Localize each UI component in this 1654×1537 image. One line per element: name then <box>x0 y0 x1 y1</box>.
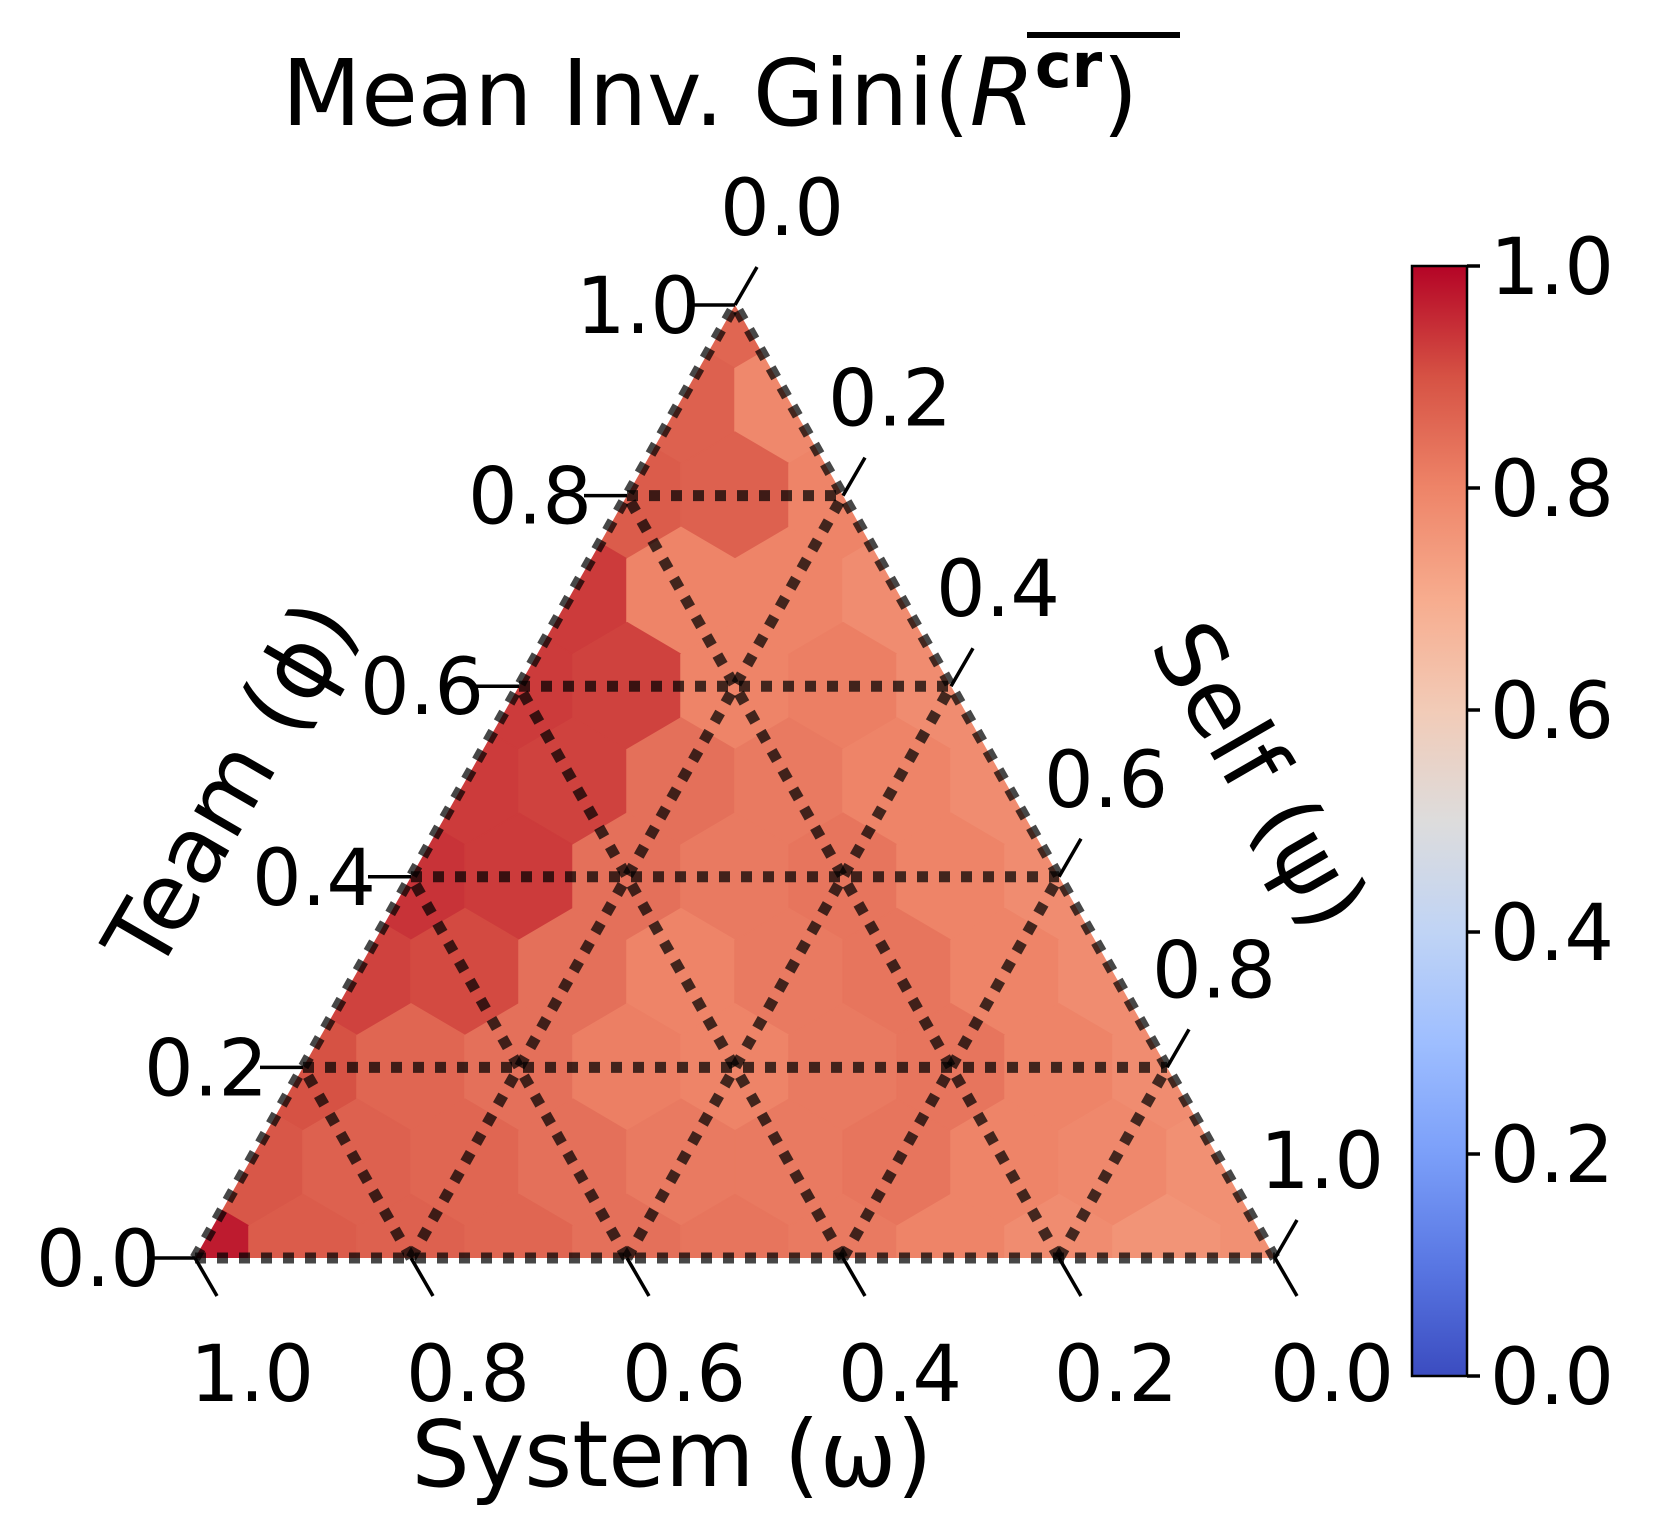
bottom-tick-mark <box>193 1257 219 1297</box>
bottom-tick-label: 0.6 <box>622 1330 746 1420</box>
grid-line <box>838 874 1064 1261</box>
bottom-tick-mark <box>1273 1257 1299 1297</box>
right-tick-mark <box>949 647 975 688</box>
left-tick-label: 0.6 <box>360 643 484 733</box>
grid-line <box>730 302 1280 1261</box>
bottom-tick-mark <box>409 1257 435 1297</box>
right-tick-label: 0.2 <box>828 355 952 445</box>
left-tick-label: 0.8 <box>468 453 592 543</box>
heatmap-cell <box>1220 1193 1275 1258</box>
chart-title: Mean Inv. Gini(Rcr) <box>282 29 1138 148</box>
right-tick-label: 0.6 <box>1044 736 1168 826</box>
title-superscript: cr <box>1035 29 1103 102</box>
right-tick-label: 0.4 <box>936 545 1060 635</box>
title-prefix: Mean Inv. Gini( <box>282 40 970 147</box>
colorbar-tick-label: 0.4 <box>1490 889 1614 979</box>
colorbar-tick-label: 1.0 <box>1490 223 1614 313</box>
right-tick-mark <box>841 456 867 497</box>
bottom-tick-label: 0.2 <box>1054 1330 1178 1420</box>
left-tick-label: 0.0 <box>36 1215 160 1305</box>
title-symbol: R <box>970 39 1035 148</box>
bottom-tick-label: 0.4 <box>838 1330 962 1420</box>
title-suffix: ) <box>1102 40 1138 147</box>
grid-line <box>406 492 848 1261</box>
right-tick-label: 0.0 <box>720 164 844 254</box>
right-tick-mark <box>733 266 759 306</box>
axis-ticks: 0.0 0.2 0.4 0.6 0.8 1.0 1.0 0.8 0.6 0.4 0.2 0.0 0.0 0… <box>36 164 1394 1420</box>
right-tick-mark <box>1057 837 1083 878</box>
colorbar-tick-label: 0.2 <box>1490 1111 1614 1201</box>
right-axis-label: Self (ψ) <box>1129 604 1389 947</box>
grid-line <box>406 874 632 1261</box>
dotted-grid <box>190 302 1280 1264</box>
colorbar-tick-label: 0.0 <box>1490 1333 1614 1423</box>
grid-line <box>298 1064 416 1261</box>
grid-line <box>622 492 1064 1261</box>
bottom-tick-mark <box>1057 1257 1083 1297</box>
left-axis-label: Team (ϕ) <box>83 583 379 988</box>
left-tick-label: 0.2 <box>144 1024 268 1114</box>
right-tick-mark <box>1273 1219 1299 1259</box>
grid-line <box>190 302 740 1261</box>
bottom-tick-mark <box>841 1257 867 1297</box>
colorbar-ticks: 0.0 0.2 0.4 0.6 0.8 1.0 <box>1467 223 1614 1423</box>
left-tick-label: 1.0 <box>576 262 700 352</box>
right-tick-label: 1.0 <box>1260 1117 1384 1207</box>
colorbar-tick-label: 0.6 <box>1490 667 1614 757</box>
bottom-axis-label: System (ω) <box>411 1401 932 1508</box>
bottom-tick-mark <box>625 1257 651 1297</box>
bottom-tick-label: 0.8 <box>406 1330 530 1420</box>
right-tick-mark <box>1165 1028 1191 1069</box>
left-tick-label: 0.4 <box>252 834 376 924</box>
colorbar-tick-label: 0.8 <box>1490 445 1614 535</box>
bottom-tick-label: 0.0 <box>1270 1330 1394 1420</box>
bottom-tick-label: 1.0 <box>190 1330 314 1420</box>
right-tick-label: 0.8 <box>1152 926 1276 1016</box>
colorbar-gradient <box>1410 264 1469 1378</box>
grid-line <box>1054 1064 1172 1261</box>
colorbar: 0.0 0.2 0.4 0.6 0.8 1.0 <box>1410 223 1614 1423</box>
